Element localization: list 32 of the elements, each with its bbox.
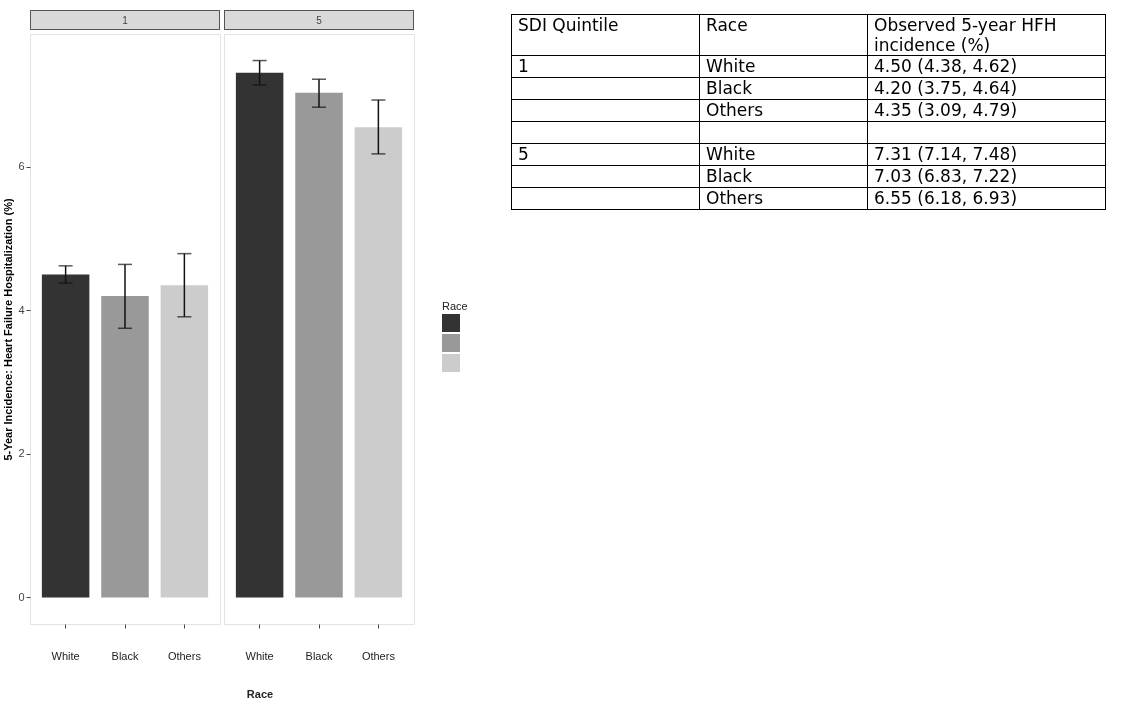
x-tick-label: Black bbox=[111, 649, 139, 662]
text: White bbox=[699, 55, 868, 78]
text: Others bbox=[699, 187, 868, 210]
text: Black bbox=[699, 77, 868, 100]
y-tick-label: 6 bbox=[18, 160, 25, 173]
x-tick-label: White bbox=[245, 649, 274, 662]
x-tick-label: Others bbox=[361, 649, 396, 662]
x-tick-label: White bbox=[51, 649, 80, 662]
text: Black bbox=[699, 165, 868, 188]
text: 6.55 (6.18, 6.93) bbox=[867, 187, 1106, 210]
text: 7.03 (6.83, 7.22) bbox=[867, 165, 1106, 188]
chart-title: 5 bbox=[224, 10, 414, 30]
text: Others bbox=[699, 99, 868, 122]
x-tick-label: Black bbox=[305, 649, 333, 662]
y-tick-label: 2 bbox=[18, 447, 25, 460]
text: 4.50 (4.38, 4.62) bbox=[867, 55, 1106, 78]
legend-title: Race bbox=[442, 300, 468, 312]
chart-title: 1 bbox=[30, 10, 220, 30]
y-axis-title: 5-Year Incidence: Heart Failure Hospitalization (%) bbox=[2, 198, 15, 461]
text: Observed 5-year HFH incidence (%) bbox=[867, 14, 1106, 56]
y-tick-label: 4 bbox=[18, 303, 25, 316]
text: SDI Quintile bbox=[511, 14, 700, 56]
text: White bbox=[699, 143, 868, 166]
y-tick-label: 0 bbox=[18, 590, 25, 603]
text: Race bbox=[699, 14, 868, 56]
text: 1 bbox=[511, 55, 700, 78]
x-axis-title: Race bbox=[245, 688, 275, 700]
text: 5 bbox=[511, 143, 700, 166]
x-tick-label: Others bbox=[167, 649, 202, 662]
text: 4.20 (3.75, 4.64) bbox=[867, 77, 1106, 100]
text: 7.31 (7.14, 7.48) bbox=[867, 143, 1106, 166]
text: 4.35 (3.09, 4.79) bbox=[867, 99, 1106, 122]
